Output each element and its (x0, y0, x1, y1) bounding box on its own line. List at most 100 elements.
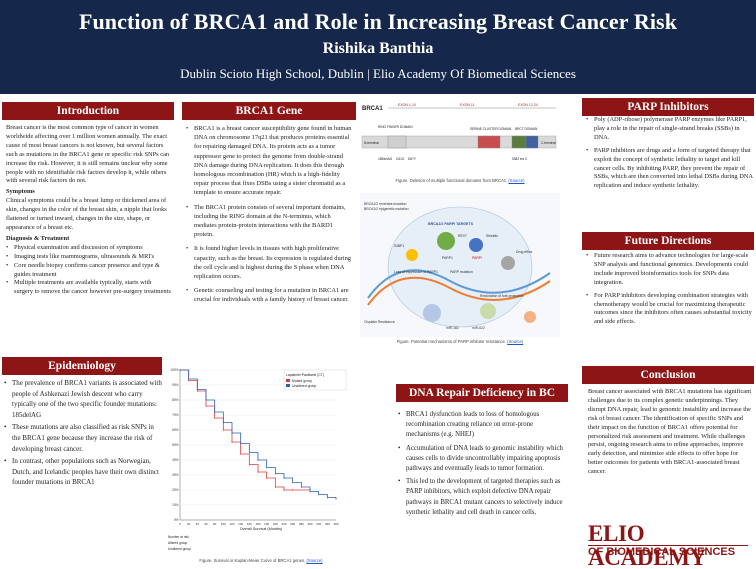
km-y-ticks: 0% 10% 20% 30% 40% 50% 60% 70% 80% 90% 100% (170, 368, 178, 522)
protein-blob (524, 311, 536, 323)
km-x-tick-label: 0 (179, 522, 181, 526)
km-y-tick-label: 60% (172, 428, 179, 432)
conclusion-heading: Conclusion (582, 366, 754, 384)
protein-blob (406, 249, 418, 261)
marker-label: 185delAG (378, 157, 393, 161)
affiliation: Dublin Scioto High School, Dublin | Elio… (180, 66, 576, 81)
km-legend-item: Unaltered group (292, 384, 316, 388)
diagram-label: PARP mutation (450, 270, 473, 274)
source-link[interactable]: (Source) (508, 178, 525, 183)
caption-text: Figure. Deletion of multiple functional … (395, 178, 508, 183)
diagram-label: miR-182 (446, 326, 459, 330)
km-x-tick-label: 60 (204, 522, 208, 526)
elio-academy-logo-subtitle: OF BIOMEDICAL SCIENCES (588, 546, 736, 558)
km-x-tick-label: 320 (316, 522, 321, 526)
brca1-domain-diagram: BRCA1 EXON 1-10 EXON 11 EXON 12-24 RING … (361, 103, 557, 161)
nucleus-shape (387, 206, 533, 328)
km-y-tick-label: 20% (172, 488, 179, 492)
km-x-tick-label: 260 (290, 522, 295, 526)
source-link[interactable]: (Source) (306, 558, 323, 563)
diagram-label: PARP1 (442, 256, 453, 260)
km-x-tick-label: 120 (229, 522, 234, 526)
future-directions-section: Future research aims to advance technolo… (586, 252, 754, 330)
author-name: Rishika Banthia (322, 40, 434, 57)
parp-figure-caption: Figure. Potential mechanisms of PARP inh… (360, 339, 560, 344)
list-item: Poly (ADP-ribose) polymerase PARP enzyme… (586, 116, 754, 143)
list-item: The prevalence of BRCA1 variants is asso… (4, 378, 162, 420)
logo-divider (588, 545, 748, 546)
dna-strand (367, 276, 551, 306)
list-item: For PARP inhibitors developing combinati… (586, 292, 754, 328)
diagram-label: Restoration of fork protection (480, 294, 524, 298)
exon-label: EXON 11 (460, 103, 475, 107)
future-directions-heading: Future Directions (582, 232, 754, 250)
km-x-tick-label: 160 (247, 522, 252, 526)
parp-inhibitors-section: Poly (ADP-ribose) polymerase PARP enzyme… (586, 116, 754, 194)
list-item: BRCA1 dysfunction leads to loss of homol… (398, 410, 566, 441)
poster-title: Function of BRCA1 and Role in Increasing… (78, 9, 678, 34)
introduction-heading: Introduction (2, 102, 174, 120)
list-item: In contrast, other populations such as N… (4, 456, 162, 488)
diagram-label: Loss of expression of PARP1 (394, 270, 438, 274)
list-item: It is found higher levels in tissues wit… (186, 244, 354, 281)
dna-strand (367, 269, 551, 299)
poster-header: Function of BRCA1 and Role in Increasing… (0, 0, 756, 94)
km-x-tick-label: 240 (281, 522, 286, 526)
protein-bar (361, 135, 557, 149)
brct-domain-block (525, 135, 539, 149)
list-item: Imaging tests like mammograms, ultrasoun… (6, 253, 172, 262)
list-item: BRCA1 is a breast cancer susceptibility … (186, 124, 354, 198)
introduction-section: Breast cancer is the most common type of… (6, 124, 172, 297)
list-item: Physical examination and discussion of s… (6, 244, 172, 253)
list-item: Genetic counseling and testing for a mut… (186, 286, 354, 304)
parp-inhibitors-heading: PARP Inhibitors (582, 98, 754, 116)
km-x-tick-label: 340 (325, 522, 330, 526)
ring-domain-block (387, 135, 407, 149)
km-y-tick-label: 50% (172, 443, 179, 447)
km-risk-label: Unaltered group (168, 547, 191, 551)
exon-label: EXON 1-10 (398, 103, 416, 107)
domain-figure-caption: Figure. Deletion of multiple functional … (360, 178, 560, 183)
km-x-tick-label: 100 (221, 522, 226, 526)
km-figure: 0% 10% 20% 30% 40% 50% 60% 70% 80% 90% 100% 0 20 40 6… (166, 350, 356, 566)
km-x-tick-label: 200 (264, 522, 269, 526)
km-risk-label: Altered group (168, 541, 187, 545)
terminal-label: N-terminal (364, 141, 379, 145)
list-item: Accumulation of DNA leads to genomic ins… (398, 444, 566, 475)
list-item: The BRCA1 protein consists of several im… (186, 203, 354, 240)
legend-swatch-unaltered (286, 384, 290, 387)
km-x-tick-label: 280 (299, 522, 304, 526)
km-grid (179, 369, 336, 521)
list-item: Multiple treatments are available typica… (6, 279, 172, 297)
introduction-body: Breast cancer is the most common type of… (6, 124, 170, 185)
brct-domain-block (511, 135, 527, 149)
protein-blob (480, 303, 496, 319)
km-y-tick-label: 100% (170, 368, 178, 372)
source-link[interactable]: (Source) (507, 339, 524, 344)
diagram-label: REV7 (458, 234, 467, 238)
diagram-label: BRCA1/2 epigenetic mutation (364, 207, 409, 211)
list-item: These mutations are also classified as r… (4, 422, 162, 454)
diagnosis-list: Physical examination and discussion of s… (6, 244, 172, 297)
km-legend (283, 369, 347, 391)
marker-label: 5382 ins C (512, 157, 528, 161)
serine-domain-block (477, 135, 501, 149)
diagram-label: miR-622 (472, 326, 485, 330)
elio-academy-logo: ELIO ACADEMY (588, 521, 706, 569)
diagram-label: 53BP1 (394, 244, 404, 248)
brca1-gene-heading: BRCA1 Gene (182, 102, 356, 120)
domain-label: RING FINGER DOMAIN (378, 125, 413, 129)
km-x-tick-label: 300 (307, 522, 312, 526)
brca1-gene-section: BRCA1 is a breast cancer susceptibility … (186, 124, 354, 308)
km-x-axis-label: Overall Survival (Months) (240, 527, 283, 531)
km-y-tick-label: 30% (172, 473, 179, 477)
km-y-tick-label: 90% (172, 383, 179, 387)
brca1-domain-figure: BRCA1 EXON 1-10 EXON 11 EXON 12-24 RING … (360, 100, 560, 190)
km-risk-label: Number at risk (168, 535, 189, 539)
list-item: Core needle biopsy confirms cancer prese… (6, 262, 172, 280)
km-y-tick-label: 80% (172, 398, 179, 402)
domain-label: BRCT DOMAIN (515, 127, 538, 131)
domain-label: SERINE CLUSTER DOMAIN (470, 127, 512, 131)
km-x-tick-label: 80 (213, 522, 217, 526)
parp-resistance-diagram: BRCA1/2 revertant mutation BRCA1/2 epige… (360, 193, 560, 337)
